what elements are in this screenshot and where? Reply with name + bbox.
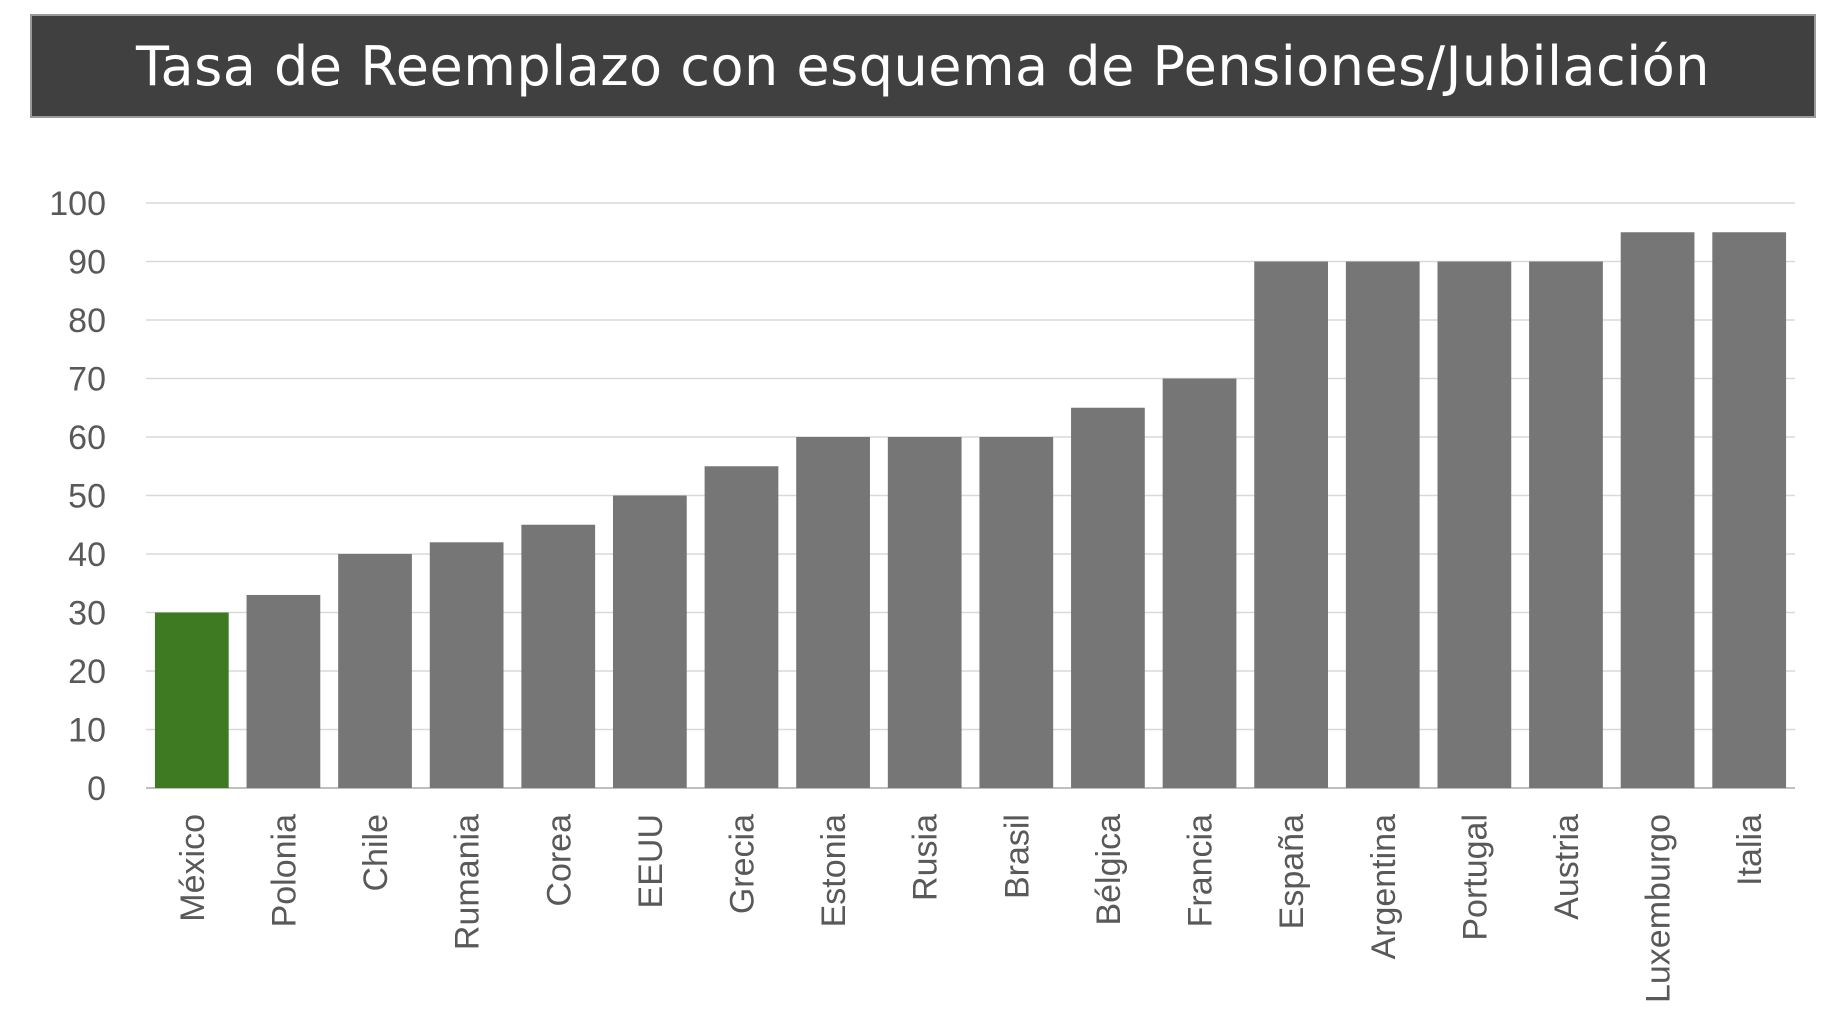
y-tick-label: 90: [68, 244, 106, 282]
y-tick-label: 40: [68, 536, 106, 574]
y-tick-label: 10: [68, 712, 106, 750]
x-tick-label: Luxemburgo: [1640, 814, 1678, 1003]
y-tick-label: 80: [68, 302, 106, 340]
bar-chile: [338, 554, 412, 788]
x-tick-label: Corea: [540, 814, 578, 907]
gridlines: [146, 202, 1795, 789]
x-tick-label: Portugal: [1456, 814, 1494, 941]
chart-title-bar: Tasa de Reemplazo con esquema de Pension…: [30, 14, 1816, 118]
x-tick-label: Estonia: [815, 814, 853, 927]
x-tick-label: Bélgica: [1090, 814, 1128, 926]
x-tick-label: Argentina: [1365, 814, 1403, 960]
x-tick-label: Brasil: [998, 814, 1036, 899]
x-axis-ticks: México Polonia Chile Rumania Corea EEUU Grecia…: [174, 814, 1769, 1003]
y-tick-label: 70: [68, 361, 106, 399]
x-tick-label: México: [174, 814, 212, 922]
bar-rumania: [429, 542, 504, 788]
bar-españa: [1254, 261, 1329, 788]
y-tick-label: 20: [68, 653, 106, 691]
bar-polonia: [246, 594, 321, 788]
bar-austria: [1529, 261, 1603, 788]
bar-luxemburgo: [1620, 232, 1695, 788]
bar-méxico: [154, 612, 229, 788]
bar-grecia: [704, 466, 779, 788]
bar-francia: [1162, 378, 1237, 788]
x-tick-label: Grecia: [723, 814, 761, 914]
bars: [154, 232, 1787, 788]
bar-corea: [521, 524, 596, 788]
x-tick-label: Rumania: [449, 814, 487, 950]
y-tick-label: 50: [68, 478, 106, 516]
y-tick-label: 100: [49, 185, 106, 223]
y-axis-ticks: 0 10 20 30 40 50 60 70 80 90 100: [49, 185, 106, 808]
bar-argentina: [1345, 261, 1420, 788]
bar-brasil: [979, 437, 1054, 788]
bar-eeuu: [612, 495, 687, 788]
bar-bélgica: [1071, 407, 1145, 788]
bar-portugal: [1437, 261, 1512, 788]
x-tick-label: Rusia: [907, 814, 945, 901]
x-tick-label: España: [1273, 814, 1311, 929]
bar-italia: [1712, 232, 1787, 788]
y-tick-label: 30: [68, 595, 106, 633]
x-tick-label: Chile: [357, 814, 395, 891]
y-tick-label: 0: [87, 770, 106, 808]
x-tick-label: EEUU: [632, 814, 670, 908]
x-tick-label: Italia: [1731, 814, 1769, 886]
y-tick-label: 60: [68, 419, 106, 457]
x-tick-label: Francia: [1182, 814, 1220, 927]
bar-estonia: [796, 437, 870, 788]
bar-rusia: [887, 437, 962, 788]
x-tick-label: Polonia: [265, 814, 303, 928]
chart-title: Tasa de Reemplazo con esquema de Pension…: [136, 34, 1710, 98]
x-tick-label: Austria: [1548, 814, 1586, 920]
